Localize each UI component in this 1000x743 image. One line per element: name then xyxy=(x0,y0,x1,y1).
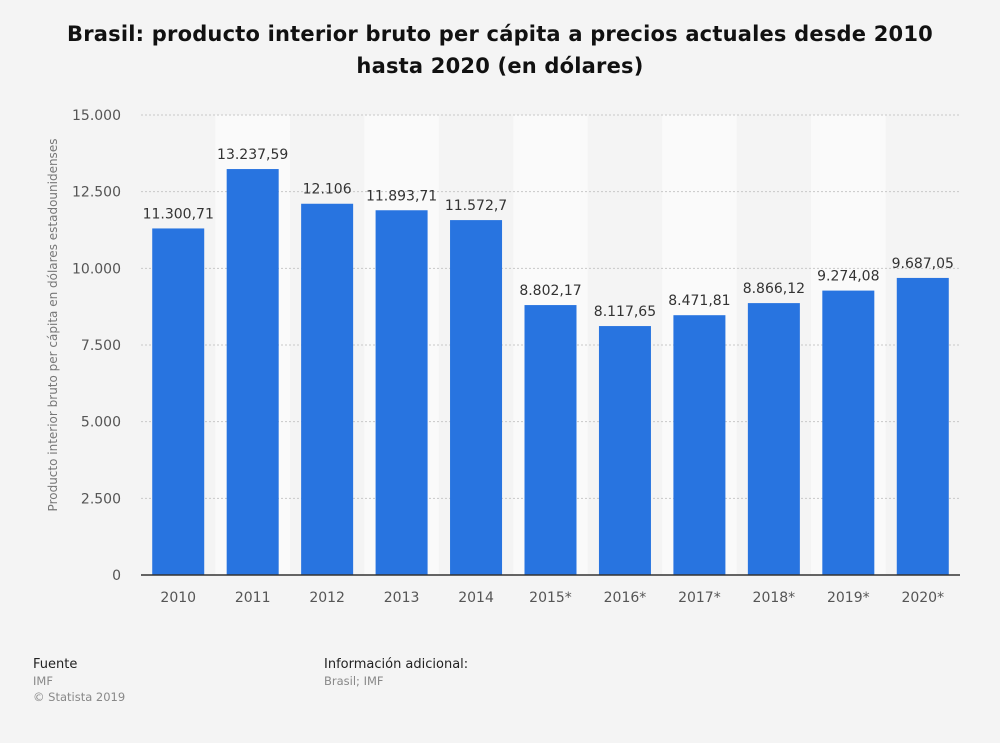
additional-info-label: Información adicional: xyxy=(324,657,469,672)
data-label: 11.572,7 xyxy=(445,198,507,214)
bar xyxy=(673,315,726,575)
y-tick-label: 5.000 xyxy=(81,415,121,431)
bar xyxy=(896,277,949,575)
bar xyxy=(450,220,503,575)
y-tick-label: 10.000 xyxy=(72,261,121,277)
additional-info-block: Información adicional: Brasil; IMF xyxy=(324,657,468,689)
x-tick-label: 2011 xyxy=(235,590,271,606)
y-tick-label: 12.500 xyxy=(72,185,121,201)
data-label: 11.893,71 xyxy=(366,188,437,204)
x-tick-label: 2017* xyxy=(678,590,721,606)
data-label: 9.274,08 xyxy=(817,269,879,285)
bar xyxy=(152,228,205,576)
data-label: 11.300,71 xyxy=(143,206,214,222)
data-label: 9.687,05 xyxy=(892,256,954,272)
bar xyxy=(747,303,800,575)
bar xyxy=(301,203,354,575)
bar xyxy=(375,210,428,575)
chart-title: Brasil: producto interior bruto per cápi… xyxy=(67,22,933,78)
data-label: 8.117,65 xyxy=(594,304,656,320)
bar xyxy=(822,290,875,575)
x-tick-label: 2013 xyxy=(384,590,420,606)
data-label: 8.802,17 xyxy=(519,283,581,299)
source-block: Fuente IMF © Statista 2019 xyxy=(33,657,125,705)
source-label: Fuente xyxy=(33,657,78,672)
copyright-text: © Statista 2019 xyxy=(33,690,126,704)
additional-info-value: Brasil; IMF xyxy=(324,674,384,688)
y-tick-label: 0 xyxy=(112,568,121,584)
source-value: IMF xyxy=(33,674,53,688)
bar xyxy=(226,169,279,575)
data-label: 13.237,59 xyxy=(217,147,288,163)
data-label: 12.106 xyxy=(303,182,352,198)
bar xyxy=(524,305,577,575)
x-tick-label: 2015* xyxy=(529,590,572,606)
x-tick-label: 2010 xyxy=(160,590,196,606)
bar xyxy=(598,326,651,575)
data-label: 8.471,81 xyxy=(668,293,730,309)
x-tick-label: 2018* xyxy=(753,590,796,606)
x-tick-label: 2014 xyxy=(458,590,494,606)
y-tick-label: 7.500 xyxy=(81,338,121,354)
x-tick-label: 2016* xyxy=(604,590,647,606)
y-axis-title: Producto interior bruto per cápita en dó… xyxy=(46,139,60,512)
x-tick-label: 2012 xyxy=(309,590,345,606)
x-tick-label: 2019* xyxy=(827,590,870,606)
x-tick-label: 2020* xyxy=(901,590,944,606)
y-tick-label: 15.000 xyxy=(72,108,121,124)
y-tick-label: 2.500 xyxy=(81,491,121,507)
data-label: 8.866,12 xyxy=(743,281,805,297)
